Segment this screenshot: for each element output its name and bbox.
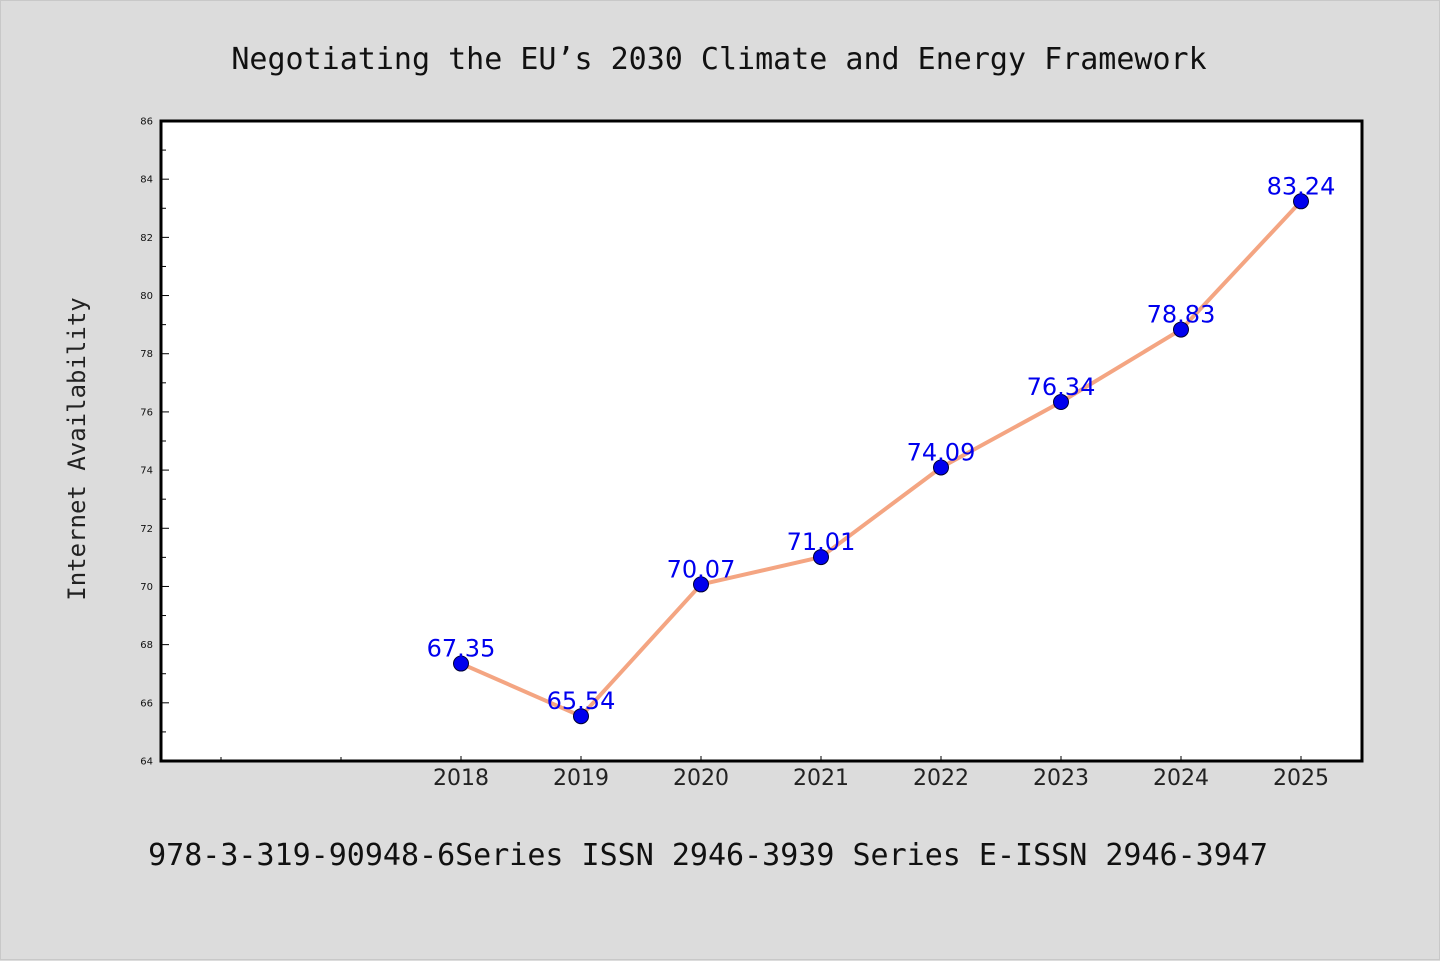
data-label: 67.35 bbox=[427, 635, 496, 663]
y-axis: 64 66 68 70 72 74 76 78 80 82 84 86 bbox=[140, 117, 169, 768]
y-tick-label: 74 bbox=[140, 466, 153, 477]
y-axis-label: Internet Availability bbox=[63, 297, 91, 600]
x-tick-label: 2019 bbox=[553, 766, 609, 791]
data-label: 70.07 bbox=[667, 555, 736, 583]
y-tick-label: 70 bbox=[140, 582, 153, 593]
series-0: 67.35 65.54 70.07 71.01 74.09 76.34 78.83 83.24 bbox=[427, 172, 1336, 725]
y-tick-label: 66 bbox=[140, 698, 153, 709]
data-point bbox=[693, 576, 709, 593]
data-label: 65.54 bbox=[547, 687, 616, 715]
x-tick-label: 2018 bbox=[433, 766, 489, 791]
y-tick-label: 76 bbox=[140, 407, 153, 418]
chart-title: Negotiating the EU’s 2030 Climate and En… bbox=[231, 42, 1206, 77]
y-tick-label: 68 bbox=[140, 640, 153, 651]
x-tick-label: 2020 bbox=[673, 766, 729, 791]
y-tick-label: 78 bbox=[140, 349, 153, 360]
series-line bbox=[459, 199, 1303, 719]
data-label: 76.34 bbox=[1027, 373, 1096, 401]
data-label: 71.01 bbox=[787, 528, 856, 556]
x-tick-label: 2022 bbox=[913, 766, 969, 791]
data-point bbox=[453, 655, 469, 672]
data-point bbox=[573, 708, 589, 725]
data-point bbox=[1293, 193, 1309, 210]
data-point bbox=[933, 459, 949, 476]
data-point bbox=[1053, 394, 1069, 411]
data-point bbox=[1173, 321, 1189, 338]
y-tick-label: 82 bbox=[140, 233, 153, 244]
y-tick-label: 80 bbox=[140, 291, 153, 302]
x-tick-label: 2023 bbox=[1033, 766, 1089, 791]
plot-area bbox=[159, 119, 1364, 763]
data-label: 78.83 bbox=[1147, 301, 1216, 329]
data-label: 83.24 bbox=[1267, 172, 1336, 200]
y-tick-label: 72 bbox=[140, 524, 153, 535]
y-tick-label: 86 bbox=[140, 117, 153, 128]
y-tick-label: 84 bbox=[140, 175, 153, 186]
data-label: 74.09 bbox=[907, 438, 976, 466]
y-tick-label: 64 bbox=[140, 757, 153, 768]
x-tick-label: 2021 bbox=[793, 766, 849, 791]
x-tick-label: 2024 bbox=[1153, 766, 1209, 791]
footer-isbn-text: 978-3-319-90948-6Series ISSN 2946-3939 S… bbox=[148, 838, 1268, 873]
data-point bbox=[813, 549, 829, 566]
x-axis: 2018 2019 2020 2021 2022 2023 2024 2025 bbox=[220, 756, 1329, 791]
x-tick-label: 2025 bbox=[1273, 766, 1329, 791]
